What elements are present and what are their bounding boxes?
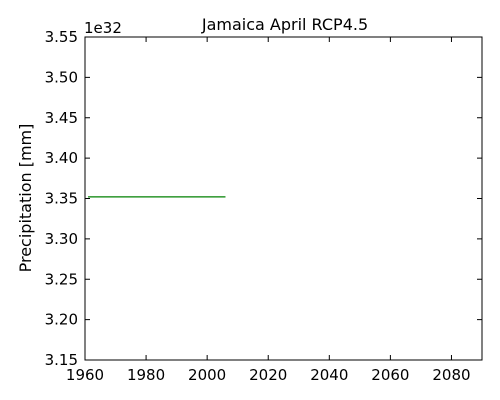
y-axis-label: Precipitation [mm] (16, 124, 35, 273)
y-tick-label-3.40: 3.40 (45, 149, 78, 167)
y-tick-label-3.30: 3.30 (45, 230, 78, 248)
x-tick-label-2000: 2000 (188, 366, 226, 384)
y-tick-label-3.15: 3.15 (45, 351, 78, 369)
y-tick-label-3.25: 3.25 (45, 270, 78, 288)
x-tick-label-2040: 2040 (310, 366, 348, 384)
x-tick-label-1980: 1980 (127, 366, 165, 384)
x-tick-label-2060: 2060 (371, 366, 409, 384)
chart-title: Jamaica April RCP4.5 (201, 15, 368, 34)
plot-area: 1960 1980 2000 2020 2040 2060 2080 3.15 3.20 3.25… (45, 28, 483, 384)
x-tick-label-1960: 1960 (66, 366, 104, 384)
y-tick-label-3.45: 3.45 (45, 109, 78, 127)
y-tick-label-3.55: 3.55 (45, 28, 78, 46)
x-tick-label-2080: 2080 (432, 366, 470, 384)
y-tick-label-3.35: 3.35 (45, 190, 78, 208)
plot-frame (84, 36, 483, 361)
x-tick-label-2020: 2020 (249, 366, 287, 384)
y-tick-label-3.20: 3.20 (45, 311, 78, 329)
y-axis-offset-label: 1e32 (84, 19, 122, 37)
y-tick-label-3.50: 3.50 (45, 68, 78, 86)
